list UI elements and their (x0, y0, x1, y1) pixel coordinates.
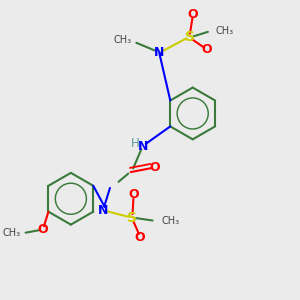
Text: O: O (37, 224, 48, 236)
Text: CH₃: CH₃ (3, 228, 21, 238)
Text: O: O (134, 231, 145, 244)
Text: CH₃: CH₃ (161, 216, 179, 226)
Text: O: O (150, 161, 160, 174)
Text: N: N (154, 46, 164, 59)
Text: N: N (98, 204, 109, 217)
Text: S: S (127, 211, 137, 225)
Text: CH₃: CH₃ (114, 35, 132, 45)
Text: CH₃: CH₃ (215, 26, 234, 36)
Text: O: O (201, 43, 212, 56)
Text: O: O (188, 8, 198, 21)
Text: N: N (138, 140, 148, 153)
Text: O: O (128, 188, 139, 201)
Text: S: S (185, 30, 195, 44)
Text: H: H (131, 137, 140, 150)
